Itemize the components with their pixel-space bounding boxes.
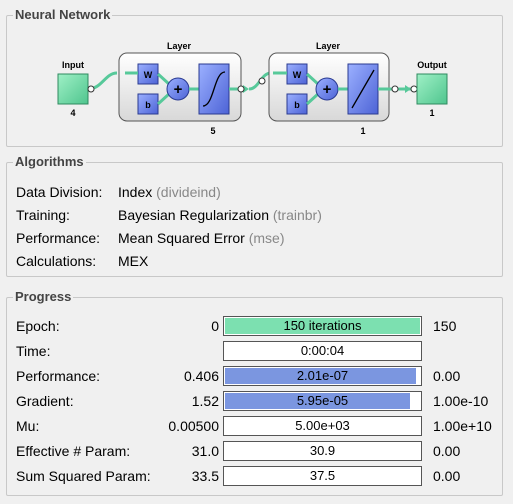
progress-label: Time:	[16, 343, 51, 359]
progress-current-value: 0:00:04	[300, 343, 345, 358]
progress-current-value: 30.9	[309, 443, 336, 458]
algorithm-value: Index	[118, 184, 153, 200]
progress-bar: 150 iterations	[223, 316, 422, 336]
progress-row-epoch: Epoch: 0 150 iterations 150	[7, 315, 502, 339]
progress-row-effective-param: Effective # Param: 31.0 30.9 0.00	[7, 440, 502, 464]
output-label: Output	[417, 60, 447, 70]
algorithm-label: Data Division:	[16, 184, 103, 200]
progress-row-gradient: Gradient: 1.52 5.95e-05 1.00e-10	[7, 390, 502, 414]
progress-bar-fill	[225, 368, 417, 384]
progress-row-performance: Performance: 0.406 2.01e-07 0.00	[7, 365, 502, 389]
algorithm-value: MEX	[118, 253, 149, 269]
output-layer-label: Layer	[316, 41, 341, 51]
input-label: Input	[62, 60, 84, 70]
svg-text:W: W	[293, 70, 302, 80]
network-diagram: Input 4 Layer W b + 5 Layer W b	[57, 41, 448, 136]
svg-text:+: +	[323, 81, 332, 98]
progress-bar: 5.00e+03	[223, 416, 422, 436]
progress-current-value: 5.95e-05	[296, 393, 349, 408]
progress-current-value: 150 iterations	[283, 318, 362, 333]
progress-min-value: 33.5	[191, 468, 219, 484]
algorithm-value: Bayesian Regularization	[118, 207, 269, 223]
algorithm-value: Mean Squared Error	[118, 230, 245, 246]
neural-network-panel: Neural Network Input 4 Layer W b + 5	[6, 7, 503, 147]
algorithm-function: (mse)	[248, 230, 285, 246]
progress-label: Effective # Param:	[16, 443, 131, 459]
output-node	[416, 73, 448, 105]
progress-label: Epoch:	[16, 318, 60, 334]
progress-max-value: 150	[433, 318, 457, 334]
neural-network-title: Neural Network	[13, 7, 113, 23]
algorithm-label: Calculations:	[16, 253, 97, 269]
progress-current-value: 2.01e-07	[296, 368, 349, 383]
progress-max-value: 1.00e-10	[433, 393, 489, 409]
hidden-layer-size: 5	[210, 126, 215, 136]
algorithm-function: (divideind)	[156, 184, 221, 200]
algorithm-function: (trainbr)	[272, 207, 322, 223]
algorithm-label: Training:	[16, 207, 70, 223]
algorithm-label: Performance:	[16, 230, 101, 246]
progress-panel: Progress Epoch: 0 150 iterations 150 Time: 0:…	[6, 289, 503, 496]
algorithms-title: Algorithms	[13, 154, 86, 170]
progress-row-sum-squared-param: Sum Squared Param: 33.5 37.5 0.00	[7, 465, 502, 489]
algorithms-panel: Algorithms Data Division: Index (dividei…	[6, 154, 503, 277]
progress-min-value: 0.00500	[168, 418, 219, 434]
progress-bar: 2.01e-07	[223, 366, 422, 386]
progress-max-value: 0.00	[433, 443, 461, 459]
progress-max-value: 0.00	[433, 468, 461, 484]
output-layer-size: 1	[360, 126, 365, 136]
progress-max-value: 0.00	[433, 368, 461, 384]
progress-bar: 0:00:04	[223, 341, 422, 361]
input-node	[57, 73, 89, 105]
progress-min-value: 31.0	[191, 443, 219, 459]
progress-label: Sum Squared Param:	[16, 468, 151, 484]
progress-bar: 30.9	[223, 441, 422, 461]
progress-bar-fill	[225, 318, 420, 334]
output-size: 1	[429, 108, 434, 118]
progress-row-mu: Mu: 0.00500 5.00e+03 1.00e+10	[7, 415, 502, 439]
progress-bar-fill	[225, 393, 411, 409]
svg-text:b: b	[145, 100, 151, 110]
svg-text:+: +	[174, 81, 183, 98]
progress-label: Mu:	[16, 418, 40, 434]
progress-label: Performance:	[16, 368, 101, 384]
hidden-layer-label: Layer	[167, 41, 192, 51]
progress-min-value: 0.406	[183, 368, 219, 384]
progress-current-value: 37.5	[309, 468, 336, 483]
progress-row-time: Time: 0:00:04	[7, 340, 502, 364]
progress-max-value: 1.00e+10	[433, 418, 492, 434]
progress-bar: 37.5	[223, 466, 422, 486]
progress-title: Progress	[13, 289, 74, 305]
progress-bar: 5.95e-05	[223, 391, 422, 411]
progress-min-value: 1.52	[191, 393, 219, 409]
progress-min-value: 0	[211, 318, 219, 334]
svg-text:W: W	[144, 70, 153, 80]
input-size: 4	[70, 108, 75, 118]
svg-text:b: b	[294, 100, 300, 110]
progress-current-value: 5.00e+03	[295, 418, 350, 433]
progress-label: Gradient:	[16, 393, 74, 409]
